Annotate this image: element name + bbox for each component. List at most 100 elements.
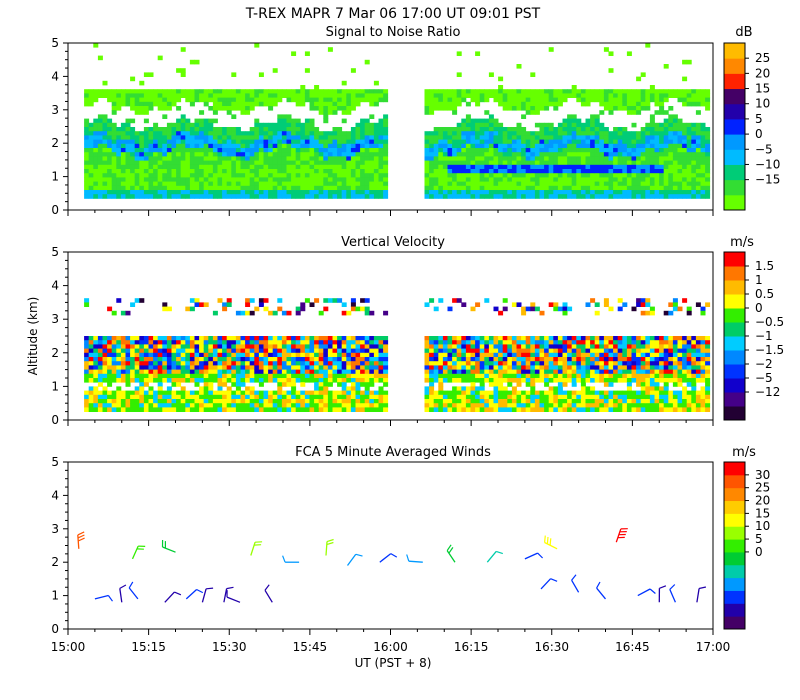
heatmap-cell [254,139,260,145]
heatmap-cell [682,135,688,140]
heatmap-cell [498,164,504,170]
heatmap-cell [553,407,559,412]
heatmap-cell [272,148,278,153]
heatmap-cell [534,361,540,366]
heatmap-cell [562,143,568,149]
heatmap-cell [360,348,366,354]
heatmap-cell [222,89,228,94]
heatmap-cell [318,139,324,145]
heatmap-cell [502,97,508,103]
heatmap-cell [599,194,605,199]
heatmap-cell [157,181,163,187]
heatmap-cell [640,93,646,98]
heatmap-cell [484,127,490,132]
heatmap-cell [525,344,531,349]
heatmap-cell [608,139,614,145]
heatmap-cell [323,190,329,195]
heatmap-cell [208,386,214,391]
heatmap-cell [350,89,356,94]
heatmap-cell [245,169,251,174]
heatmap-cell [162,340,168,345]
heatmap-cell [212,131,218,136]
heatmap-cell [286,403,292,408]
heatmap-cell [258,399,264,404]
heatmap-cell [360,194,366,199]
heatmap-cell [585,302,591,307]
heatmap-cell [383,407,389,412]
heatmap-cell [171,373,177,379]
heatmap-cell [447,127,453,132]
heatmap-cell [461,160,467,166]
heatmap-cell [622,152,628,157]
heatmap-cell [323,152,329,157]
heatmap-cell [212,89,218,94]
heatmap-cell [240,190,246,195]
heatmap-cell [304,369,310,375]
heatmap-cell [111,122,117,128]
heatmap-cell [562,127,568,132]
heatmap-cell [580,403,586,408]
heatmap-cell [461,135,467,140]
heatmap-cell [369,148,375,153]
heatmap-cell [208,143,214,149]
heatmap-cell [88,93,94,98]
heatmap-cell [162,306,168,312]
heatmap-cell [695,185,701,191]
heatmap-cell [341,148,347,153]
heatmap-cell [249,407,255,412]
heatmap-cell [235,386,241,391]
heatmap-cell [355,365,361,370]
heatmap-cell [571,352,577,358]
heatmap-cell [594,181,600,187]
heatmap-cell [488,156,494,161]
heatmap-cell [245,139,251,145]
heatmap-cell [153,378,159,383]
heatmap-cell [668,185,674,191]
heatmap-cell [493,131,499,136]
heatmap-cell [300,173,306,178]
heatmap-cell [120,164,126,170]
heatmap-cell [323,336,329,341]
heatmap-cell [194,390,200,396]
heatmap-cell [705,101,711,107]
heatmap-cell [226,336,232,341]
heatmap-cell [222,148,228,153]
heatmap-cell [645,185,651,191]
heatmap-cell [452,152,458,157]
heatmap-cell [378,390,384,396]
heatmap-cell [659,127,665,132]
heatmap-cell [465,403,471,408]
heatmap-cell [226,177,232,182]
heatmap-cell [452,93,458,98]
heatmap-cell [599,101,605,107]
heatmap-cell [245,403,251,408]
heatmap-cell [120,399,126,404]
heatmap-cell [525,382,531,387]
heatmap-cell [424,344,430,349]
heatmap-cell [613,185,619,191]
heatmap-cell [470,89,476,94]
heatmap-cell [442,190,448,195]
heatmap-cell [571,122,577,128]
heatmap-cell [502,152,508,157]
heatmap-cell [488,399,494,404]
heatmap-cell [222,93,228,98]
heatmap-cell [148,336,154,341]
heatmap-cell [341,373,347,379]
heatmap-cell [599,135,605,140]
heatmap-cell [654,185,660,191]
heatmap-cell [166,106,172,111]
heatmap-cell [475,156,481,161]
heatmap-cell [143,190,149,195]
heatmap-cell [327,177,333,182]
heatmap-cell [364,169,370,174]
heatmap-cell [125,340,131,345]
heatmap-cell [281,190,287,195]
heatmap-cell [314,89,320,94]
heatmap-cell [277,152,283,157]
heatmap-cell [217,164,223,170]
heatmap-cell [194,148,200,153]
heatmap-cell [240,403,246,408]
heatmap-cell [493,348,499,354]
heatmap-cell [134,357,140,362]
